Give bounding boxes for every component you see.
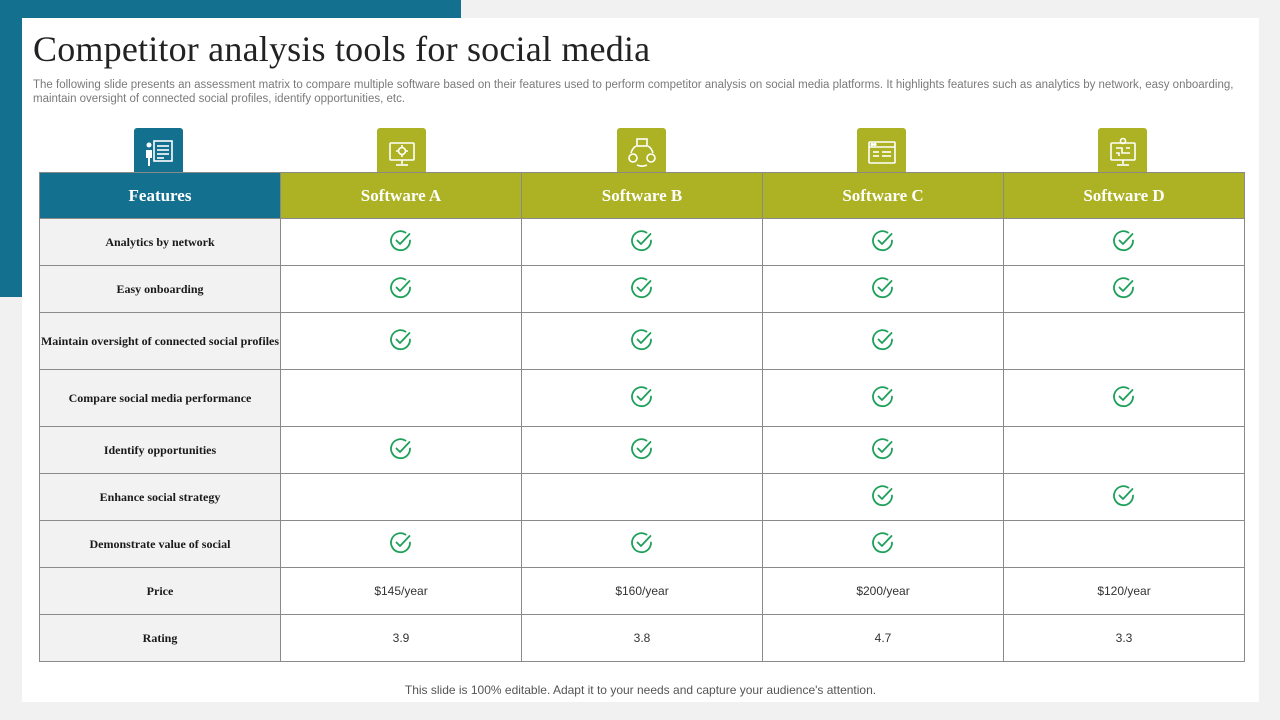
slide-subtitle: The following slide presents an assessme… [33, 79, 1234, 105]
value-cell: $145/year [280, 567, 522, 615]
matrix-cell [1003, 265, 1245, 313]
check-icon [1112, 276, 1136, 300]
slide-title: Competitor analysis tools for social med… [33, 29, 651, 69]
matrix-cell [1003, 369, 1245, 427]
check-icon [630, 229, 654, 253]
check-icon [871, 437, 895, 461]
header-features: Features [39, 172, 281, 219]
matrix-cell [762, 473, 1004, 521]
feature-label: Compare social media performance [39, 369, 281, 427]
feature-label: Rating [39, 614, 281, 662]
check-icon [871, 484, 895, 508]
presentation-board-icon [134, 128, 183, 177]
matrix-cell [521, 426, 763, 474]
feature-label: Easy onboarding [39, 265, 281, 313]
matrix-cell [280, 426, 522, 474]
check-icon [389, 229, 413, 253]
value-cell: 3.3 [1003, 614, 1245, 662]
slide-card: Competitor analysis tools for social med… [22, 18, 1259, 702]
table-row: Identify opportunities [39, 426, 1245, 474]
check-icon [630, 328, 654, 352]
matrix-cell [762, 312, 1004, 370]
check-icon [630, 385, 654, 409]
matrix-cell [280, 473, 522, 521]
check-icon [1112, 484, 1136, 508]
matrix-cell [762, 218, 1004, 266]
matrix-cell [1003, 312, 1245, 370]
settings-cycle-icon [617, 128, 666, 177]
matrix-cell [1003, 426, 1245, 474]
matrix-cell [1003, 520, 1245, 568]
matrix-cell [521, 218, 763, 266]
table-row: Enhance social strategy [39, 473, 1245, 521]
matrix-cell [280, 265, 522, 313]
matrix-cell [1003, 218, 1245, 266]
check-icon [389, 531, 413, 555]
check-icon [871, 328, 895, 352]
feature-label: Maintain oversight of connected social p… [39, 312, 281, 370]
feature-label: Enhance social strategy [39, 473, 281, 521]
matrix-cell [1003, 473, 1245, 521]
check-icon [630, 437, 654, 461]
matrix-cell [521, 369, 763, 427]
check-icon [389, 276, 413, 300]
matrix-cell [521, 473, 763, 521]
matrix-cell [762, 520, 1004, 568]
value-cell: $120/year [1003, 567, 1245, 615]
comparison-matrix: Features Software A Software B Software … [39, 172, 1245, 662]
feature-label: Identify opportunities [39, 426, 281, 474]
check-icon [871, 229, 895, 253]
matrix-cell [762, 265, 1004, 313]
header-software-c: Software C [762, 172, 1004, 219]
value-cell: 4.7 [762, 614, 1004, 662]
table-row: Rating 3.9 3.8 4.7 3.3 [39, 614, 1245, 662]
feature-label: Demonstrate value of social [39, 520, 281, 568]
matrix-cell [762, 426, 1004, 474]
value-cell: $160/year [521, 567, 763, 615]
monitor-circuit-icon [1098, 128, 1147, 177]
matrix-cell [521, 312, 763, 370]
check-icon [871, 385, 895, 409]
check-icon [389, 328, 413, 352]
check-icon [389, 437, 413, 461]
header-software-a: Software A [280, 172, 522, 219]
check-icon [630, 531, 654, 555]
matrix-cell [521, 520, 763, 568]
matrix-cell [280, 369, 522, 427]
table-row: Easy onboarding [39, 265, 1245, 313]
table-row: Maintain oversight of connected social p… [39, 312, 1245, 370]
feature-label: Analytics by network [39, 218, 281, 266]
check-icon [630, 276, 654, 300]
check-icon [871, 531, 895, 555]
table-row: Price $145/year $160/year $200/year $120/yea… [39, 567, 1245, 615]
slide-footer: This slide is 100% editable. Adapt it to… [404, 683, 877, 697]
matrix-cell [762, 369, 1004, 427]
header-software-b: Software B [521, 172, 763, 219]
matrix-cell [280, 312, 522, 370]
header-software-d: Software D [1003, 172, 1245, 219]
table-row: Compare social media performance [39, 369, 1245, 427]
matrix-cell [521, 265, 763, 313]
table-row: Demonstrate value of social [39, 520, 1245, 568]
table-row: Analytics by network [39, 218, 1245, 266]
matrix-cell [280, 520, 522, 568]
monitor-gear-icon [377, 128, 426, 177]
browser-window-icon [857, 128, 906, 177]
header-row: Features Software A Software B Software … [39, 172, 1245, 219]
check-icon [1112, 385, 1136, 409]
feature-label: Price [39, 567, 281, 615]
check-icon [871, 276, 895, 300]
matrix-cell [280, 218, 522, 266]
value-cell: 3.9 [280, 614, 522, 662]
value-cell: $200/year [762, 567, 1004, 615]
check-icon [1112, 229, 1136, 253]
value-cell: 3.8 [521, 614, 763, 662]
